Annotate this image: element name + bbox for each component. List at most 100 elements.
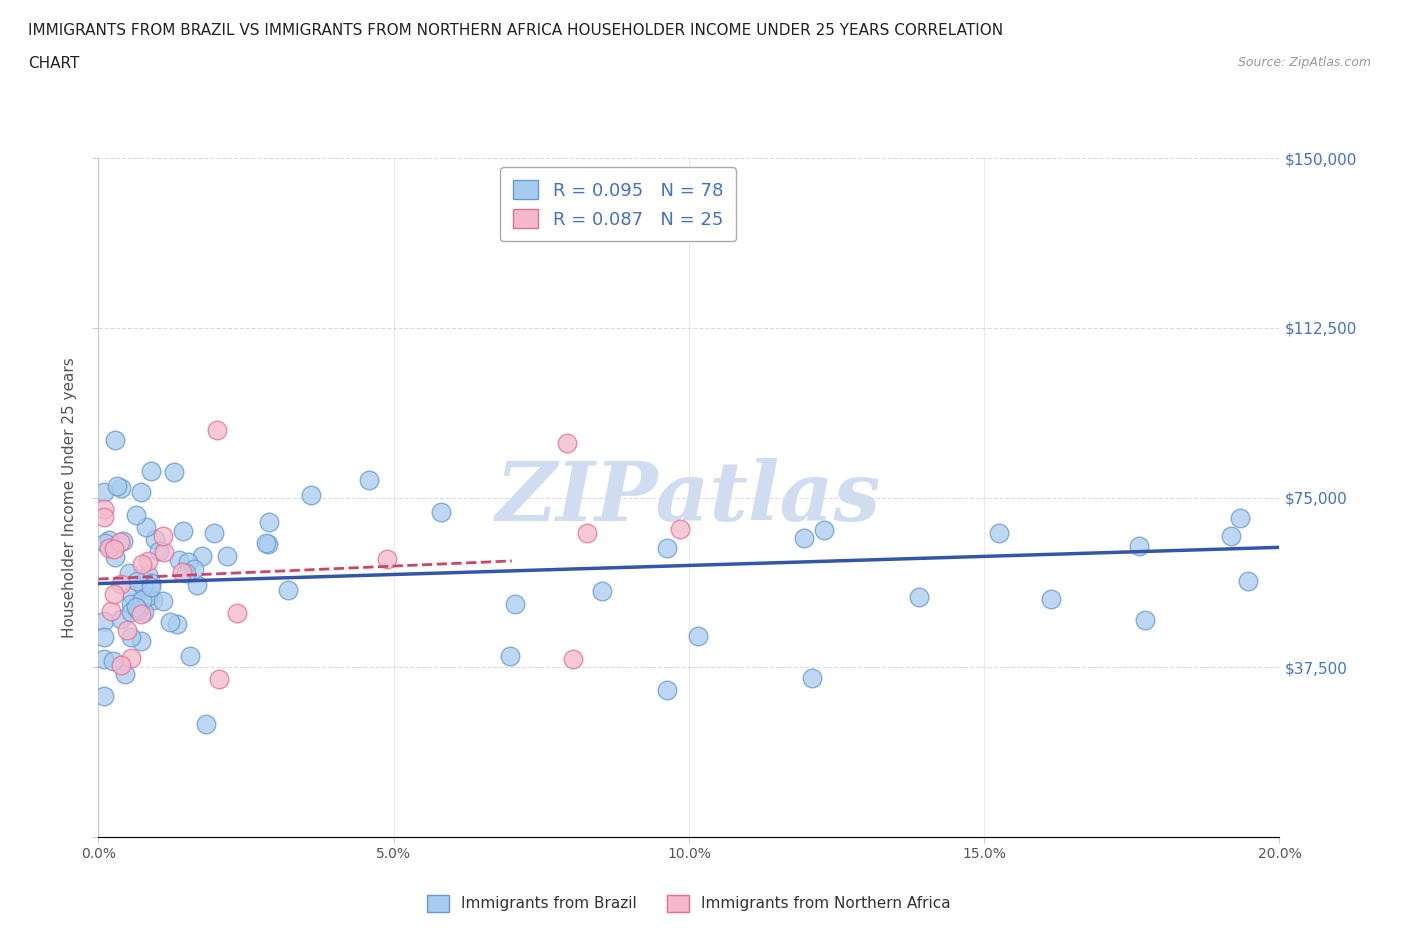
Point (100, 603, 122, 618)
Point (125, 600, 148, 615)
Point (118, 565, 141, 580)
Point (1128, 538, 1150, 553)
Point (120, 630, 142, 644)
Point (110, 576, 132, 591)
Text: Source: ZipAtlas.com: Source: ZipAtlas.com (1237, 56, 1371, 69)
Point (1039, 592, 1062, 607)
Point (93, 688, 115, 703)
Point (139, 464, 162, 479)
Point (166, 617, 188, 631)
Point (172, 524, 194, 538)
Point (657, 540, 679, 555)
Point (125, 508, 148, 523)
Point (1237, 574, 1260, 589)
Point (115, 622, 138, 637)
Point (375, 552, 398, 567)
Point (257, 536, 280, 551)
Point (159, 615, 181, 630)
Point (152, 593, 174, 608)
Point (177, 554, 200, 569)
Point (208, 671, 231, 686)
Point (136, 553, 159, 568)
Point (93, 510, 115, 525)
Point (127, 602, 149, 617)
Point (357, 473, 380, 488)
Point (555, 435, 578, 450)
Point (129, 485, 152, 499)
Point (97, 533, 120, 548)
Point (174, 565, 197, 580)
Text: ZIPatlas: ZIPatlas (496, 458, 882, 538)
Point (104, 550, 127, 565)
Point (499, 648, 522, 663)
Point (104, 432, 127, 447)
Point (98, 541, 121, 556)
Point (163, 465, 186, 480)
Point (131, 593, 153, 608)
Point (129, 633, 152, 648)
Point (134, 604, 156, 619)
Point (132, 578, 155, 593)
Point (114, 667, 136, 682)
Point (225, 605, 247, 620)
Point (429, 504, 451, 519)
Point (127, 574, 149, 589)
Point (153, 545, 176, 560)
Point (183, 562, 205, 577)
Point (148, 543, 170, 558)
Point (111, 534, 134, 549)
Point (254, 535, 277, 550)
Point (801, 671, 824, 685)
Point (131, 556, 153, 571)
Point (110, 658, 132, 673)
Point (103, 541, 125, 556)
Point (110, 612, 132, 627)
Point (136, 588, 159, 603)
Point (191, 548, 214, 563)
Point (108, 535, 131, 550)
Point (186, 578, 208, 592)
Point (217, 549, 239, 564)
Point (1219, 528, 1241, 543)
Point (907, 590, 929, 604)
Point (110, 480, 132, 495)
Point (575, 525, 598, 540)
Point (139, 579, 162, 594)
Point (561, 651, 583, 666)
Point (813, 523, 835, 538)
Point (179, 648, 201, 663)
Point (1229, 511, 1251, 525)
Point (120, 597, 142, 612)
Point (202, 526, 225, 541)
Point (793, 531, 815, 546)
Point (152, 529, 174, 544)
Point (129, 607, 152, 622)
Point (142, 592, 165, 607)
Point (1133, 612, 1156, 627)
Point (205, 422, 228, 437)
Point (93, 614, 115, 629)
Point (128, 594, 150, 609)
Y-axis label: Householder Income Under 25 years: Householder Income Under 25 years (62, 357, 77, 638)
Point (101, 654, 124, 669)
Point (987, 525, 1010, 540)
Point (143, 532, 166, 547)
Point (136, 567, 159, 582)
Text: CHART: CHART (28, 56, 80, 71)
Point (139, 576, 162, 591)
Text: IMMIGRANTS FROM BRAZIL VS IMMIGRANTS FROM NORTHERN AFRICA HOUSEHOLDER INCOME UND: IMMIGRANTS FROM BRAZIL VS IMMIGRANTS FRO… (28, 23, 1004, 38)
Point (93, 501, 115, 516)
Point (657, 683, 679, 698)
Point (257, 514, 280, 529)
Point (103, 586, 125, 601)
Point (105, 479, 128, 494)
Point (120, 650, 142, 665)
Point (194, 716, 217, 731)
Point (686, 629, 709, 644)
Point (277, 583, 299, 598)
Point (167, 552, 190, 567)
Point (121, 587, 143, 602)
Point (299, 487, 322, 502)
Point (170, 565, 193, 579)
Point (94, 536, 117, 551)
